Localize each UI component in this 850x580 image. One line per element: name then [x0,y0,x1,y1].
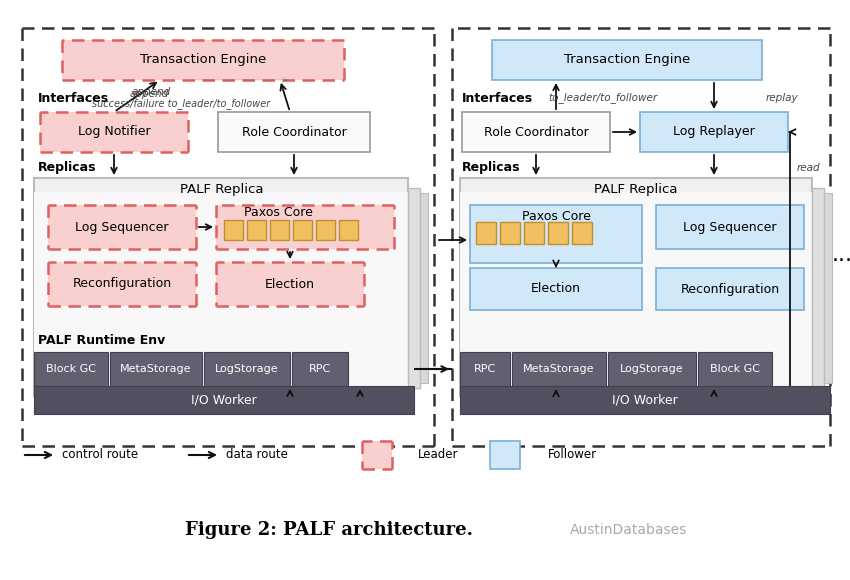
Bar [224,220,243,240]
Bar [420,193,428,383]
Text: Transaction Engine: Transaction Engine [140,53,266,67]
Text: Interfaces: Interfaces [38,92,109,104]
Bar [316,220,335,240]
Bar [460,192,812,396]
Text: Block GC: Block GC [46,364,96,374]
Text: RPC: RPC [309,364,332,374]
Bar [34,386,414,414]
Text: replay: replay [765,93,798,103]
Bar [270,220,289,240]
Bar [22,28,434,446]
Bar [40,112,188,152]
Bar [572,222,592,244]
Bar [293,220,312,240]
Bar [524,222,544,244]
Text: Reconfiguration: Reconfiguration [72,277,172,291]
Bar [34,352,108,386]
Bar [640,112,788,152]
Text: Log Sequencer: Log Sequencer [683,220,777,234]
Text: Election: Election [265,277,315,291]
Text: Role Coordinator: Role Coordinator [484,125,588,139]
Text: Paxos Core: Paxos Core [522,209,591,223]
Bar [216,262,364,306]
Bar [698,352,772,386]
Text: Follower: Follower [548,448,597,462]
Bar [362,441,392,469]
Bar [460,352,510,386]
Text: Role Coordinator: Role Coordinator [241,125,346,139]
Text: success/failure to_leader/to_follower: success/failure to_leader/to_follower [92,99,270,110]
Bar [218,112,370,152]
Bar [476,222,496,244]
Bar [48,205,196,249]
Text: control route: control route [62,448,138,462]
Bar [110,352,202,386]
Bar [656,268,804,310]
Bar [608,352,696,386]
Text: Election: Election [531,282,581,295]
Bar [339,220,358,240]
Text: Log Sequencer: Log Sequencer [76,220,169,234]
Text: MetaStorage: MetaStorage [524,364,595,374]
Text: PALF Replica: PALF Replica [594,183,677,197]
Bar [34,178,408,396]
Text: I/O Worker: I/O Worker [612,393,677,407]
Bar [490,441,520,469]
Bar [34,192,408,396]
Bar [656,205,804,249]
Text: append: append [130,89,169,99]
Text: read: read [796,163,820,173]
Bar [470,205,642,263]
Bar [824,193,832,383]
Bar [812,188,824,388]
Text: LogStorage: LogStorage [215,364,279,374]
Bar [460,178,812,396]
Text: Reconfiguration: Reconfiguration [681,282,779,295]
Bar [204,352,290,386]
Text: Leader: Leader [418,448,458,462]
Bar [548,222,568,244]
Text: Transaction Engine: Transaction Engine [564,53,690,67]
Text: LogStorage: LogStorage [620,364,683,374]
Text: Paxos Core: Paxos Core [244,206,313,219]
Text: RPC: RPC [473,364,496,374]
Text: Block GC: Block GC [710,364,760,374]
Bar [460,386,830,414]
Text: Interfaces: Interfaces [462,92,533,104]
Text: ...: ... [831,245,850,265]
Bar [470,268,642,310]
Bar [512,352,606,386]
Text: MetaStorage: MetaStorage [120,364,192,374]
Bar [452,28,830,446]
Text: I/O Worker: I/O Worker [191,393,257,407]
Text: PALF Replica: PALF Replica [180,183,264,197]
Text: PALF Runtime Env: PALF Runtime Env [38,334,165,346]
Text: Replicas: Replicas [38,161,97,175]
Text: to_leader/to_follower: to_leader/to_follower [548,93,657,103]
Text: Replicas: Replicas [462,161,520,175]
Bar [247,220,266,240]
Text: Log Replayer: Log Replayer [673,125,755,139]
Text: AustinDatabases: AustinDatabases [570,523,688,537]
Bar [216,205,394,249]
Text: data route: data route [226,448,288,462]
Text: append: append [132,87,171,97]
Text: Log Notifier: Log Notifier [77,125,150,139]
Bar [462,112,610,152]
Bar [48,262,196,306]
Bar [492,40,762,80]
Bar [292,352,348,386]
Text: Figure 2: PALF architecture.: Figure 2: PALF architecture. [185,521,473,539]
Bar [408,188,420,388]
Bar [62,40,344,80]
Bar [500,222,520,244]
